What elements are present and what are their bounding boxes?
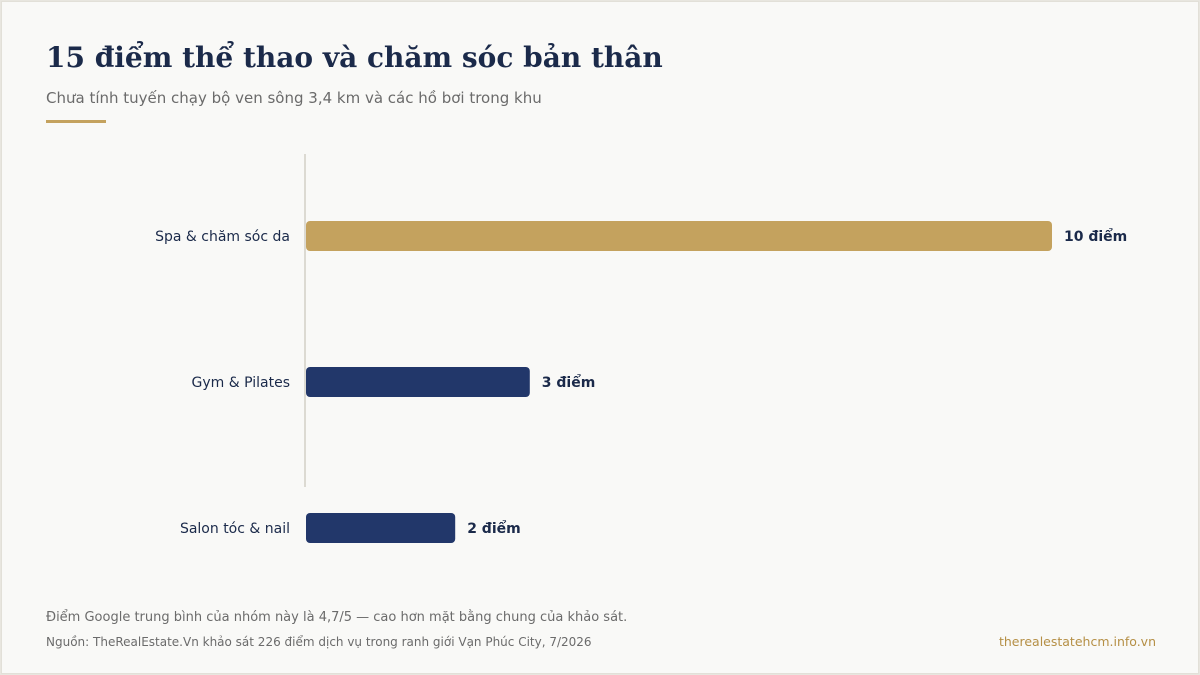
source-note: Nguồn: TheRealEstate.Vn khảo sát 226 điể… — [46, 635, 592, 649]
value-label: 3 điểm — [542, 374, 596, 391]
page-subtitle: Chưa tính tuyến chạy bộ ven sông 3,4 km … — [46, 89, 542, 107]
footnote: Điểm Google trung bình của nhóm này là 4… — [46, 610, 628, 625]
category-label: Gym & Pilates — [192, 375, 290, 391]
bar — [306, 221, 1052, 251]
site-link[interactable]: therealestatehcm.info.vn — [998, 634, 1156, 649]
category-label: Spa & chăm sóc da — [155, 229, 290, 245]
bar — [306, 367, 530, 397]
page-title: 15 điểm thể thao và chăm sóc bản thân — [46, 41, 663, 74]
value-label: 2 điểm — [467, 520, 521, 537]
category-label: Salon tóc & nail — [180, 521, 290, 537]
bar — [306, 513, 456, 543]
bar-chart: Spa & chăm sóc da 10 điểm Gym & Pilates 3 đ… — [155, 154, 1127, 543]
accent-divider — [46, 120, 106, 123]
value-label: 10 điểm — [1064, 228, 1127, 245]
